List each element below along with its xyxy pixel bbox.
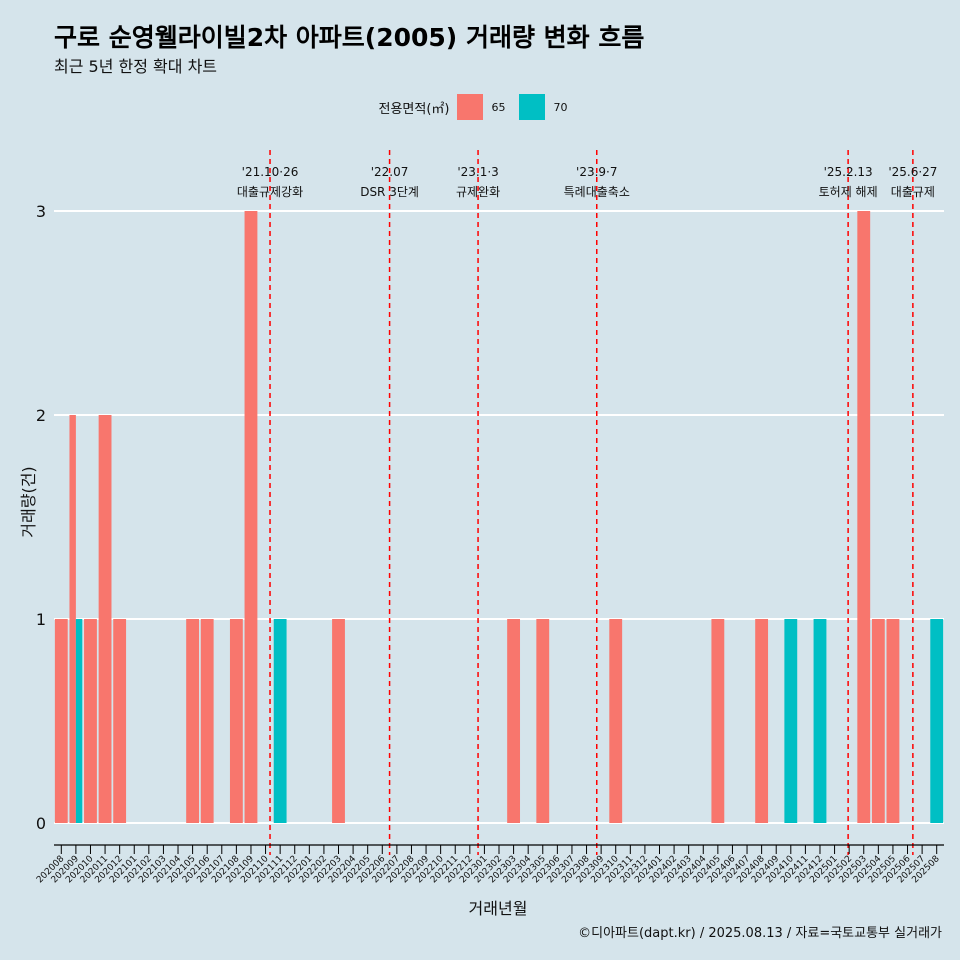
bar-202203-65 — [332, 619, 345, 823]
bar-202503-65 — [857, 211, 871, 823]
annotation-event-2: 규제완화 — [456, 185, 500, 199]
bar-202108-65 — [229, 619, 243, 823]
x-axis: 2020082020092020102020112020122021012021… — [35, 844, 944, 885]
annotation-date-4: '25.2.13 — [824, 165, 873, 179]
bar-202310-65 — [609, 619, 623, 823]
bar-202410-70 — [784, 619, 798, 823]
bar-202405-65 — [711, 619, 725, 823]
annotation-lines — [269, 150, 914, 855]
chart-title: 구로 순영웰라이빌2차 아파트(2005) 거래량 변화 흐름 — [54, 23, 645, 52]
bar-202011-65 — [98, 415, 112, 823]
annotation-date-2: '23.1·3 — [457, 165, 498, 179]
legend-label-70: 70 — [553, 100, 568, 114]
annotation-date-1: '22.07 — [371, 165, 409, 179]
legend-key-65 — [457, 94, 484, 120]
y-axis: 0 1 2 3 — [36, 202, 46, 833]
annotation-event-4: 토허제 해제 — [819, 185, 878, 199]
legend-title: 전용면적(㎡) — [378, 101, 450, 117]
bar-202008-65 — [54, 619, 68, 823]
x-axis-label: 거래년월 — [469, 899, 528, 918]
annotation-date-3: '23.9·7 — [576, 165, 617, 179]
bar-202009-65 — [69, 415, 76, 823]
bar-202109-65 — [244, 211, 258, 823]
bar-202106-65 — [200, 619, 214, 823]
y-tick-label-1: 1 — [36, 610, 46, 629]
annotation-date-0: '21.10·26 — [242, 165, 299, 179]
annotation-event-5: 대출규제 — [891, 185, 935, 199]
bar-202408-65 — [755, 619, 769, 823]
bar-202508-70 — [930, 619, 944, 823]
bar-202105-65 — [186, 619, 200, 823]
annotation-labels: '21.10·26 대출규제강화 '22.07 DSR 3단계 '23.1·3 규제완화 '… — [237, 165, 938, 199]
legend-label-65: 65 — [491, 100, 506, 114]
bar-202012-65 — [113, 619, 127, 823]
bar-202010-65 — [84, 619, 97, 823]
bar-202504-65 — [871, 619, 885, 823]
legend: 전용면적(㎡) 65 70 — [0, 92, 960, 122]
annotation-event-0: 대출규제강화 — [237, 185, 303, 199]
legend-key-70 — [519, 94, 546, 120]
y-tick-label-3: 3 — [36, 202, 46, 221]
bar-202412-70 — [813, 619, 827, 823]
bar-202111-70 — [273, 619, 287, 823]
chart-subtitle: 최근 5년 한정 확대 차트 — [54, 57, 218, 76]
y-tick-label-2: 2 — [36, 406, 46, 425]
bar-202009-70 — [75, 619, 83, 823]
annotation-date-5: '25.6·27 — [888, 165, 937, 179]
bar-202505-65 — [886, 619, 900, 823]
caption: ©디아파트(dapt.kr) / 2025.08.13 / 자료=국토교통부 실… — [578, 926, 942, 941]
y-tick-label-0: 0 — [36, 814, 46, 833]
y-axis-label: 거래량(건) — [19, 466, 38, 537]
annotation-event-3: 특례대출축소 — [564, 185, 630, 199]
bar-202303-65 — [507, 619, 521, 823]
bars — [54, 211, 944, 823]
bar-202305-65 — [536, 619, 550, 823]
annotation-event-1: DSR 3단계 — [360, 185, 419, 199]
